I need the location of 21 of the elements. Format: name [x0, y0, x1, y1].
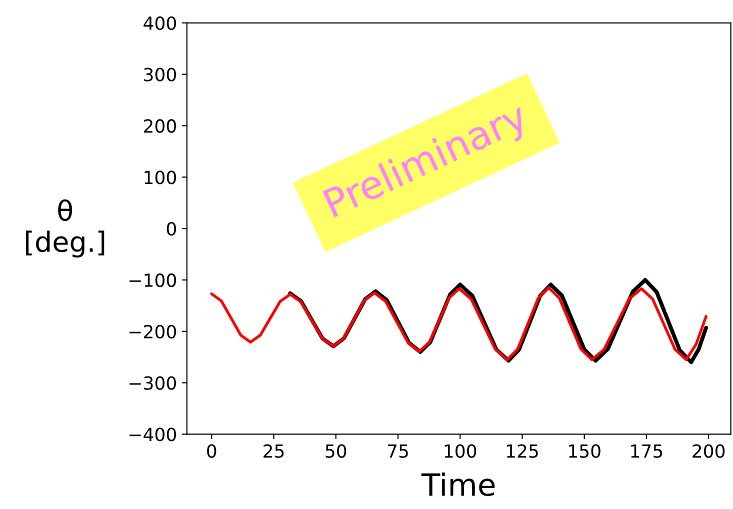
- x-tick-label: 125: [506, 444, 538, 458]
- y-tick-label: 400: [144, 16, 176, 30]
- x-tick-label: 25: [264, 444, 284, 458]
- y-tick-label: −100: [130, 273, 176, 288]
- x-tick-label: 0: [207, 444, 216, 458]
- x-tick-label: 200: [692, 444, 725, 458]
- y-tick-label: 300: [144, 68, 176, 82]
- y-tick-label: −300: [130, 376, 176, 390]
- y-tick-label: −200: [130, 324, 176, 338]
- x-tick-label: 75: [388, 444, 408, 458]
- x-axis-title: Time: [421, 472, 495, 496]
- line-series: [210, 286, 708, 362]
- x-tick-label: 150: [569, 444, 600, 458]
- y-tick-label: −400: [130, 428, 176, 442]
- y-tick-label: 100: [144, 170, 176, 184]
- x-tick-label: 50: [326, 444, 346, 458]
- y-axis-title: θ [deg.]: [26, 199, 104, 258]
- y-tick-label: 0: [166, 222, 176, 236]
- x-tick-label: 100: [444, 444, 476, 458]
- x-tick-label: 175: [631, 444, 662, 458]
- y-tick-label: 200: [144, 119, 176, 133]
